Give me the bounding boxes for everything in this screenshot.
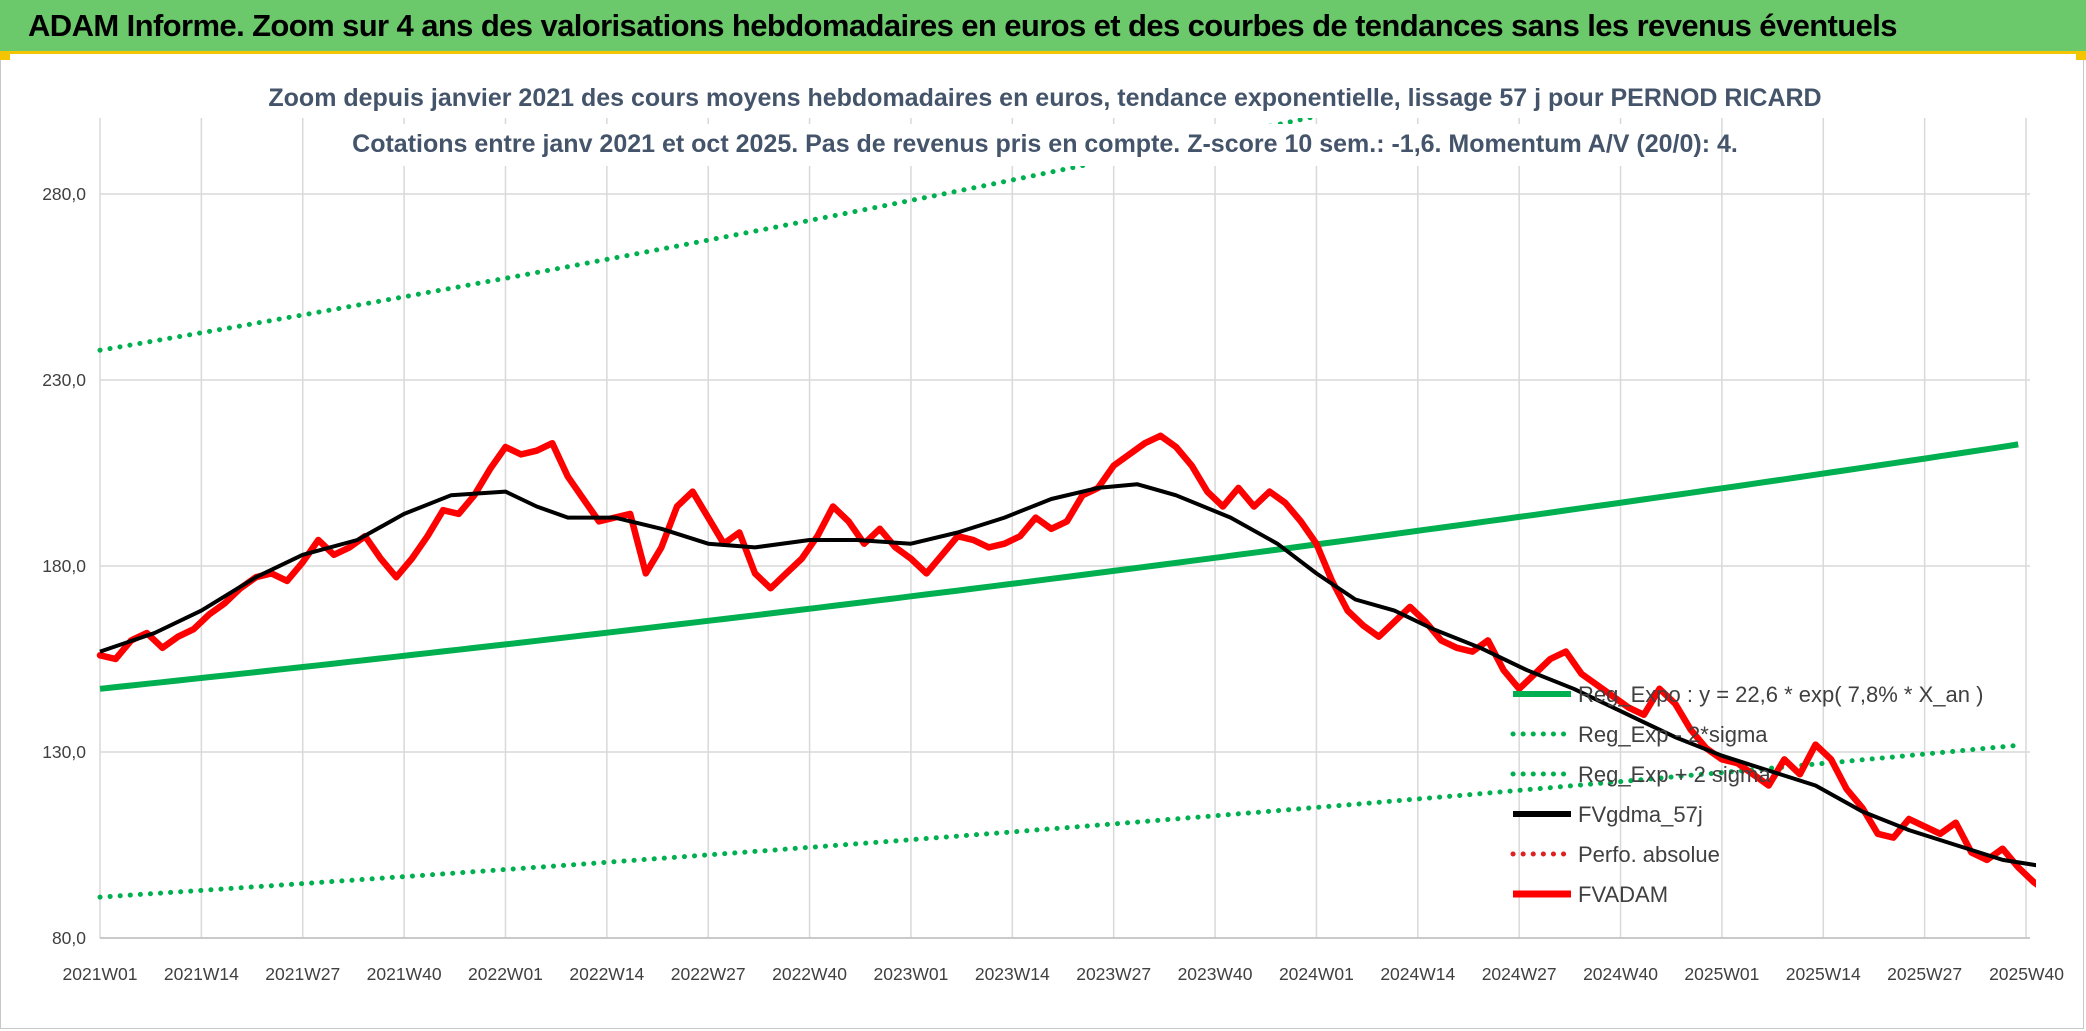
chart-title-line-1: Zoom depuis janvier 2021 des cours moyen… (268, 84, 1821, 112)
x-axis: 2021W01 2021W14 2021W27 2021W40 2022W01 2022W… (63, 937, 2064, 984)
x-tick-label: 2022W14 (569, 964, 644, 984)
series-line-fvadam (96, 432, 2036, 888)
y-tick-label: 80,0 (52, 928, 86, 948)
x-tick-label: 2023W01 (873, 964, 948, 984)
x-tick-label: 2021W27 (265, 964, 340, 984)
chart-title-line-2: Cotations entre janv 2021 et oct 2025. P… (352, 130, 1738, 158)
legend: Reg_Expo : y = 22,6 * exp( 7,8% * X_an )… (1510, 682, 1983, 907)
legend-label: FVADAM (1578, 882, 1668, 907)
x-tick-label: 2024W14 (1380, 964, 1455, 984)
x-tick-label: 2022W01 (468, 964, 543, 984)
series-line-reg-expo (99, 441, 2019, 692)
x-tick-label: 2025W27 (1887, 964, 1962, 984)
y-tick-label: 280,0 (42, 184, 86, 204)
header-bar: ADAM Informe. Zoom sur 4 ans des valoris… (0, 0, 2086, 54)
series-group (96, 118, 2036, 900)
grid (99, 118, 2030, 939)
x-tick-label: 2021W40 (367, 964, 442, 984)
x-tick-label: 2023W14 (975, 964, 1050, 984)
title-background (300, 80, 1800, 112)
x-tick-label: 2023W27 (1076, 964, 1151, 984)
chart-title: Zoom depuis janvier 2021 des cours moyen… (268, 80, 1822, 166)
y-axis: 80,0 130,0 180,0 230,0 280,0 (42, 184, 86, 948)
legend-label: Reg_Expo : y = 22,6 * exp( 7,8% * X_an ) (1578, 682, 1983, 707)
legend-label: Perfo. absolue (1578, 842, 1720, 867)
x-tick-label: 2022W27 (671, 964, 746, 984)
x-tick-label: 2025W40 (1989, 964, 2064, 984)
legend-label: Reg_Exp + 2 sigma (1578, 762, 1771, 787)
y-tick-label: 230,0 (42, 370, 86, 390)
series-line-reg-exp (97, 118, 1321, 353)
subtitle-background (370, 124, 1720, 166)
y-tick-label: 180,0 (42, 556, 86, 576)
legend-label: FVgdma_57j (1578, 802, 1703, 827)
header-accent-right (2076, 54, 2086, 60)
series-line-fvgdma-57j (99, 482, 2036, 868)
series-line-reg-exp (97, 742, 2021, 900)
x-tick-label: 2023W40 (1178, 964, 1253, 984)
x-tick-label: 2021W01 (63, 964, 138, 984)
header-accent-left (0, 54, 10, 60)
x-tick-label: 2024W27 (1482, 964, 1557, 984)
x-tick-label: 2021W14 (164, 964, 239, 984)
x-tick-label: 2024W01 (1279, 964, 1354, 984)
x-tick-label: 2024W40 (1583, 964, 1658, 984)
legend-label: Reg_Exp - 2*sigma (1578, 722, 1768, 747)
page-title: ADAM Informe. Zoom sur 4 ans des valoris… (28, 8, 1898, 43)
y-tick-label: 130,0 (42, 742, 86, 762)
x-tick-label: 2022W40 (772, 964, 847, 984)
x-tick-label: 2025W01 (1684, 964, 1759, 984)
x-tick-label: 2025W14 (1786, 964, 1861, 984)
